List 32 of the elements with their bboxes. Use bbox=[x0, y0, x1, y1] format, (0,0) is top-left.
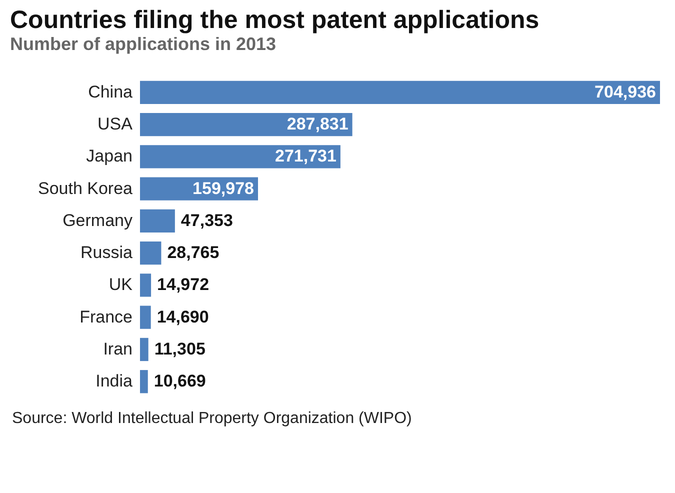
y-tick-label: South Korea bbox=[38, 178, 134, 198]
chart-subtitle: Number of applications in 2013 bbox=[10, 34, 276, 54]
y-tick-label: China bbox=[88, 82, 134, 102]
y-tick-label: UK bbox=[108, 275, 134, 294]
bar bbox=[140, 80, 660, 104]
bar bbox=[140, 112, 352, 136]
y-tick-label: Iran bbox=[103, 339, 132, 358]
bar bbox=[140, 242, 162, 265]
data-label: 28,765 bbox=[167, 243, 220, 262]
y-tick-label: France bbox=[80, 307, 132, 326]
bar bbox=[140, 209, 175, 232]
data-label: 287,831 bbox=[286, 114, 348, 134]
y-tick-label: Germany bbox=[62, 210, 133, 230]
y-tick-label: USA bbox=[98, 114, 134, 134]
bar bbox=[140, 338, 148, 362]
data-label: 47,353 bbox=[180, 210, 233, 230]
chart-title: Countries filing the most patent applications bbox=[10, 6, 540, 34]
data-label: 14,690 bbox=[156, 307, 209, 326]
data-label: 11,305 bbox=[154, 339, 206, 358]
data-label: 159,978 bbox=[192, 178, 254, 198]
bar bbox=[140, 274, 152, 297]
y-tick-label: Japan bbox=[86, 146, 132, 166]
data-label: 14,972 bbox=[157, 275, 210, 294]
source-note: Source: World Intellectual Property Organization (WIPO) bbox=[12, 410, 412, 427]
data-label: 271,731 bbox=[274, 146, 336, 166]
bar bbox=[140, 306, 151, 329]
y-tick-label: India bbox=[96, 372, 134, 391]
bar bbox=[140, 145, 340, 168]
data-label: 10,669 bbox=[154, 372, 206, 391]
data-label: 704,936 bbox=[594, 82, 656, 102]
bar bbox=[140, 370, 148, 394]
y-tick-label: Russia bbox=[80, 243, 134, 262]
